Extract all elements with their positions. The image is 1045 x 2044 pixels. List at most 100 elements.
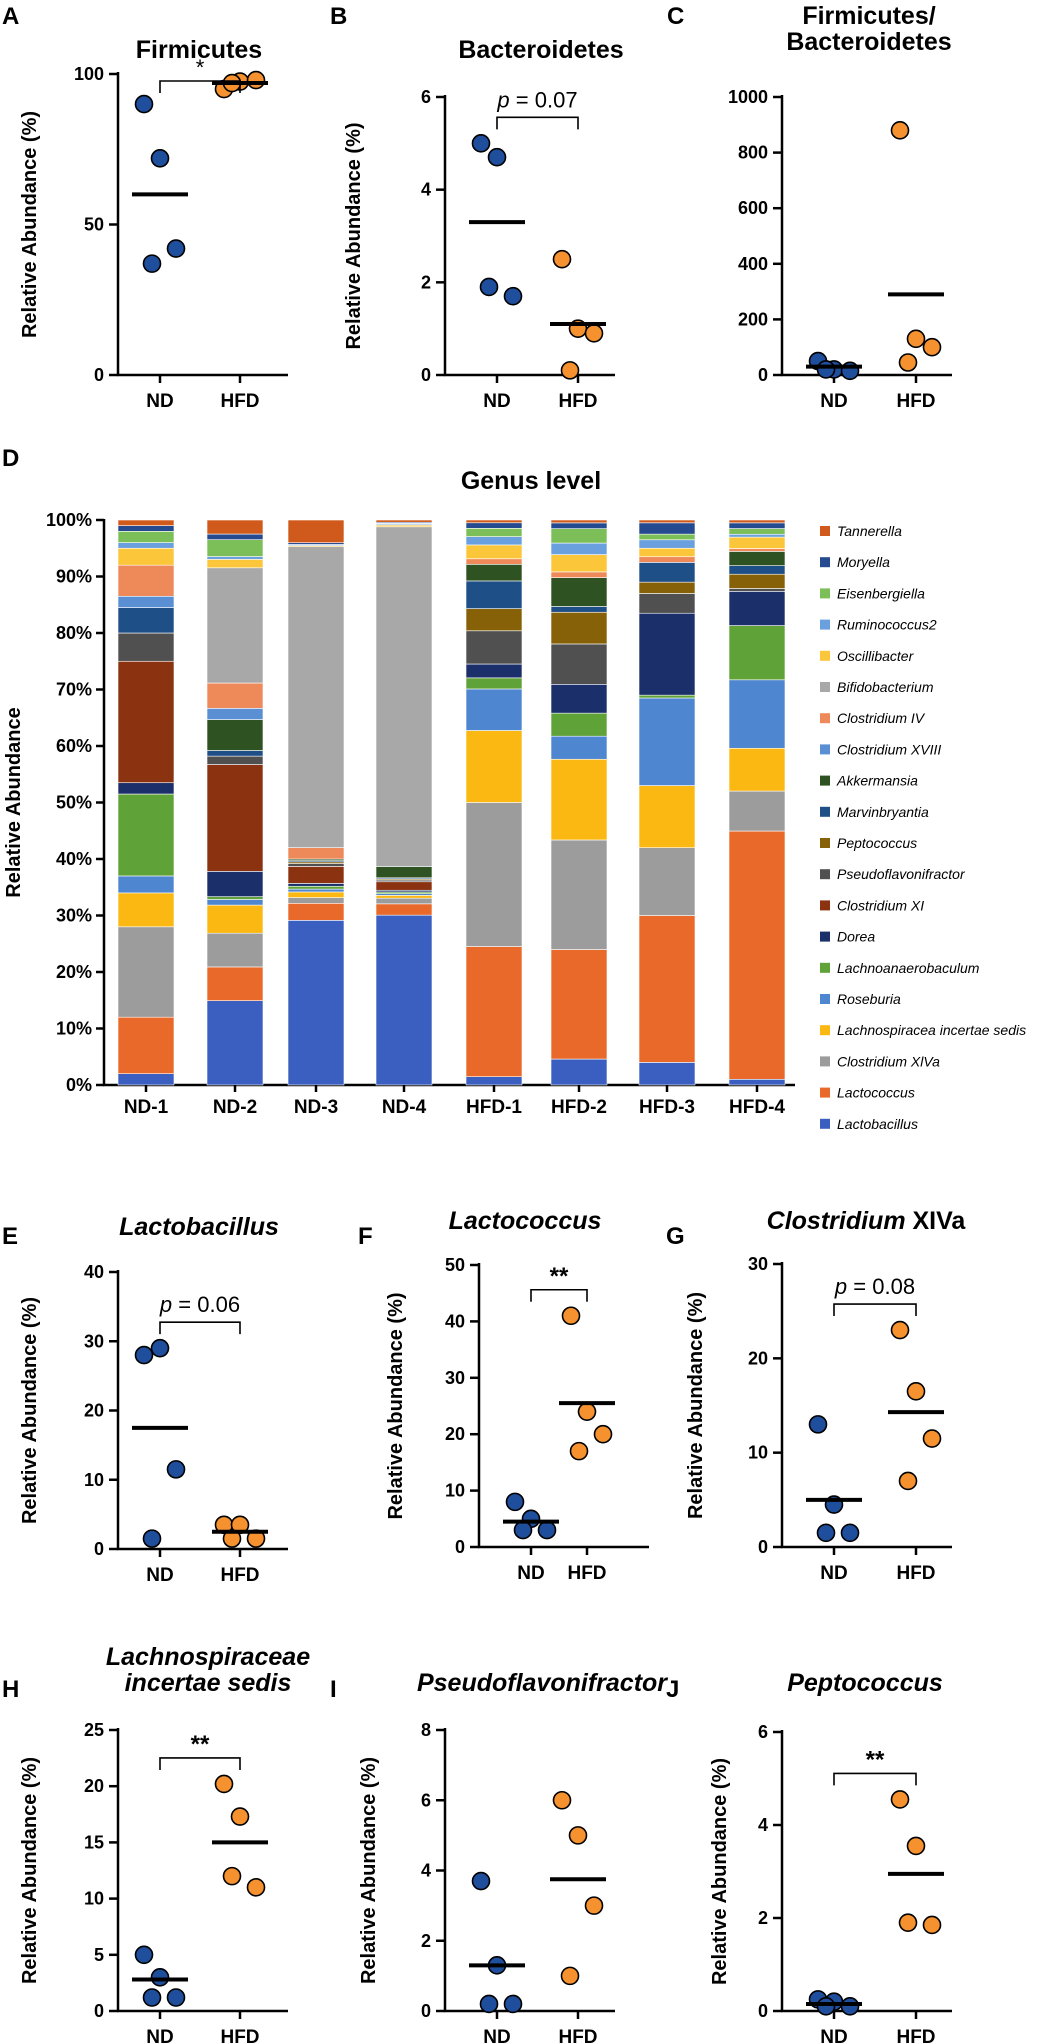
bar-segment (206, 1000, 264, 1086)
legend-swatch (820, 619, 830, 630)
hfd-data-point (230, 1807, 250, 1826)
y-tick-label: 70% (56, 680, 92, 700)
bar-segment (638, 593, 696, 614)
bar-segment (550, 839, 608, 950)
hfd-data-point (560, 361, 580, 380)
significance-bracket (159, 80, 241, 93)
significance-label: * (196, 55, 205, 80)
hfd-data-point (906, 1382, 926, 1401)
hfd-data-point (593, 1424, 613, 1444)
legend-label: Lachnoanaerobaculum (837, 960, 980, 976)
y-tick-label: 80% (56, 623, 92, 643)
legend-swatch (820, 1087, 830, 1098)
y-tick-label: 25 (84, 1720, 104, 1740)
legend-swatch (820, 775, 830, 786)
bar-segment (728, 1078, 786, 1086)
panel-title: Firmicutes/ (802, 2, 935, 30)
x-tick-label: HFD-4 (729, 1097, 785, 1118)
bar-segment (206, 539, 264, 557)
p-symbol: p (496, 87, 509, 112)
y-tick-label: 20 (84, 1401, 104, 1421)
x-tick-label: ND-3 (294, 1097, 338, 1118)
y-tick-label: 30 (445, 1368, 465, 1388)
nd-data-point (150, 1967, 170, 1987)
nd-data-point (150, 148, 170, 168)
y-tick-label: 0 (94, 2001, 104, 2021)
bar-segment (550, 554, 608, 573)
panel-letter: I (330, 1676, 337, 1703)
nd-data-point (816, 1997, 836, 2016)
panel-title: Clostridium XIVa (767, 1207, 967, 1235)
bar-segment (638, 785, 696, 848)
x-tick-label: HFD-2 (551, 1097, 607, 1118)
bar-segment (465, 802, 523, 947)
x-tick-label: ND (146, 391, 173, 412)
bar-segment (638, 612, 696, 696)
significance-label: p = 0.08 (834, 1274, 915, 1299)
hfd-data-point (898, 353, 918, 372)
hfd-data-point (890, 1790, 910, 1809)
y-tick-label: 40 (445, 1311, 465, 1331)
x-tick-label: ND-2 (213, 1097, 257, 1118)
legend-label: Lachnospiracea incertae sedis (837, 1022, 1026, 1038)
hfd-data-point (898, 1471, 918, 1491)
title-italic-part: Clostridium (767, 1207, 906, 1235)
bar-segment (117, 892, 175, 928)
legend-swatch (820, 1118, 830, 1129)
bar-segment (206, 559, 264, 569)
bar-segment (206, 556, 264, 560)
bar-segment (206, 567, 264, 684)
bar-segment (117, 1073, 175, 1086)
bar-segment (728, 591, 786, 626)
bar-segment (638, 847, 696, 916)
bar-segment (638, 1062, 696, 1086)
bar-segment (117, 595, 175, 608)
y-tick-label: 20 (84, 1776, 104, 1796)
bar-segment (206, 899, 264, 906)
y-tick-label: 600 (738, 198, 768, 218)
bar-segment (375, 903, 433, 916)
nd-data-point (471, 1871, 491, 1891)
bar-segment (550, 577, 608, 607)
bar-segment (550, 528, 608, 544)
significance-label: ** (550, 1263, 569, 1290)
panel-letter: J (666, 1676, 679, 1703)
x-tick-label: ND (517, 1563, 544, 1584)
bar-segment (206, 896, 264, 900)
significance-label: p = 0.07 (496, 87, 577, 112)
legend-label: Dorea (837, 929, 875, 945)
y-tick-label: 50 (445, 1255, 465, 1275)
bar-segment (728, 625, 786, 681)
x-tick-label: ND (820, 1563, 847, 1584)
y-tick-label: 1000 (728, 87, 768, 107)
x-tick-label: HFD (220, 2027, 259, 2044)
legend-label: Ruminococcus2 (837, 617, 937, 633)
bar-segment (465, 522, 523, 529)
legend-label: Clostridium XlVa (837, 1053, 940, 1069)
y-axis-label: Relative Abundance (%) (385, 1292, 407, 1519)
y-tick-label: 0 (421, 2001, 431, 2021)
bar-segment (465, 519, 523, 524)
y-tick-label: 100 (74, 64, 104, 84)
legend-swatch (820, 713, 830, 724)
y-axis-label: Relative Abundance (3, 707, 25, 897)
bar-segment (287, 888, 345, 893)
y-tick-label: 30 (748, 1254, 768, 1274)
legend-swatch (820, 526, 830, 536)
bar-segment (117, 782, 175, 795)
bar-segment (550, 949, 608, 1060)
bar-segment (728, 747, 786, 792)
bar-segment (206, 750, 264, 757)
x-tick-label: HFD (558, 391, 597, 412)
p-value: = 0.07 (510, 87, 578, 112)
panel-letter: F (358, 1223, 373, 1250)
bar-segment (638, 694, 696, 699)
legend-label: Bifidobacterium (837, 679, 934, 695)
bar-segment (206, 871, 264, 897)
nd-data-point (166, 239, 186, 258)
bar-segment (638, 519, 696, 524)
panel-letter: C (667, 3, 684, 30)
y-tick-label: 800 (738, 143, 768, 163)
y-tick-label: 400 (738, 254, 768, 274)
